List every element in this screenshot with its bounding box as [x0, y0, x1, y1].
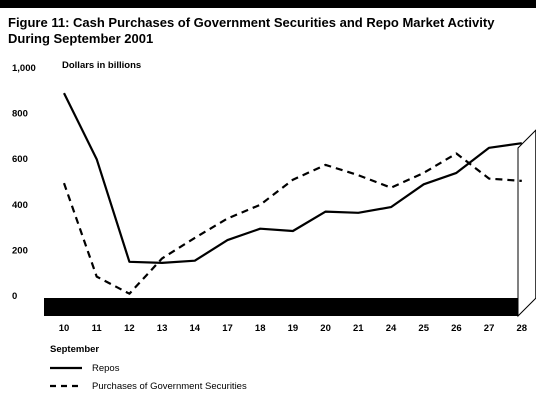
x-tick-label: 20 — [320, 323, 331, 334]
x-tick-label: 14 — [190, 323, 201, 334]
y-tick-label: 400 — [12, 200, 28, 211]
y-tick-label: 200 — [12, 245, 28, 256]
y-tick-label: 600 — [12, 154, 28, 165]
y-tick-label: 0 — [12, 291, 17, 302]
y-tick-label: 800 — [12, 109, 28, 120]
x-tick-label: 21 — [353, 323, 364, 334]
y-axis-ticks: 1,000 800 600 400 200 0 — [12, 63, 36, 302]
x-tick-label: 26 — [451, 323, 462, 334]
series-line-repos — [63, 92, 522, 264]
x-tick-label: 12 — [124, 323, 135, 334]
x-axis-ticks: 10 11 12 13 14 17 18 19 20 21 24 25 26 27 28 — [59, 323, 527, 334]
series-group — [62, 92, 522, 295]
legend: Repos Purchases of Government Securities — [50, 363, 247, 392]
x-tick-label: 28 — [517, 323, 528, 334]
chart-right-wall — [517, 129, 536, 318]
legend-label-purchases: Purchases of Government Securities — [92, 381, 247, 392]
y-axis-label: Dollars in billions — [62, 60, 141, 71]
y-tick-label: 1,000 — [12, 63, 36, 74]
chart-title: Figure 11: Cash Purchases of Government … — [8, 15, 495, 46]
x-tick-label: 18 — [255, 323, 266, 334]
x-axis-label: September — [50, 344, 99, 355]
top-rule — [0, 0, 536, 8]
x-tick-label: 17 — [222, 323, 233, 334]
series-line-purchases — [62, 152, 522, 295]
x-tick-label: 10 — [59, 323, 70, 334]
x-tick-label: 11 — [92, 323, 103, 334]
x-tick-label: 19 — [288, 323, 299, 334]
chart-floor — [44, 298, 536, 316]
x-tick-label: 25 — [418, 323, 429, 334]
legend-label-repos: Repos — [92, 363, 120, 374]
x-tick-label: 13 — [157, 323, 168, 334]
x-tick-label: 24 — [386, 323, 397, 334]
x-tick-label: 27 — [484, 323, 495, 334]
